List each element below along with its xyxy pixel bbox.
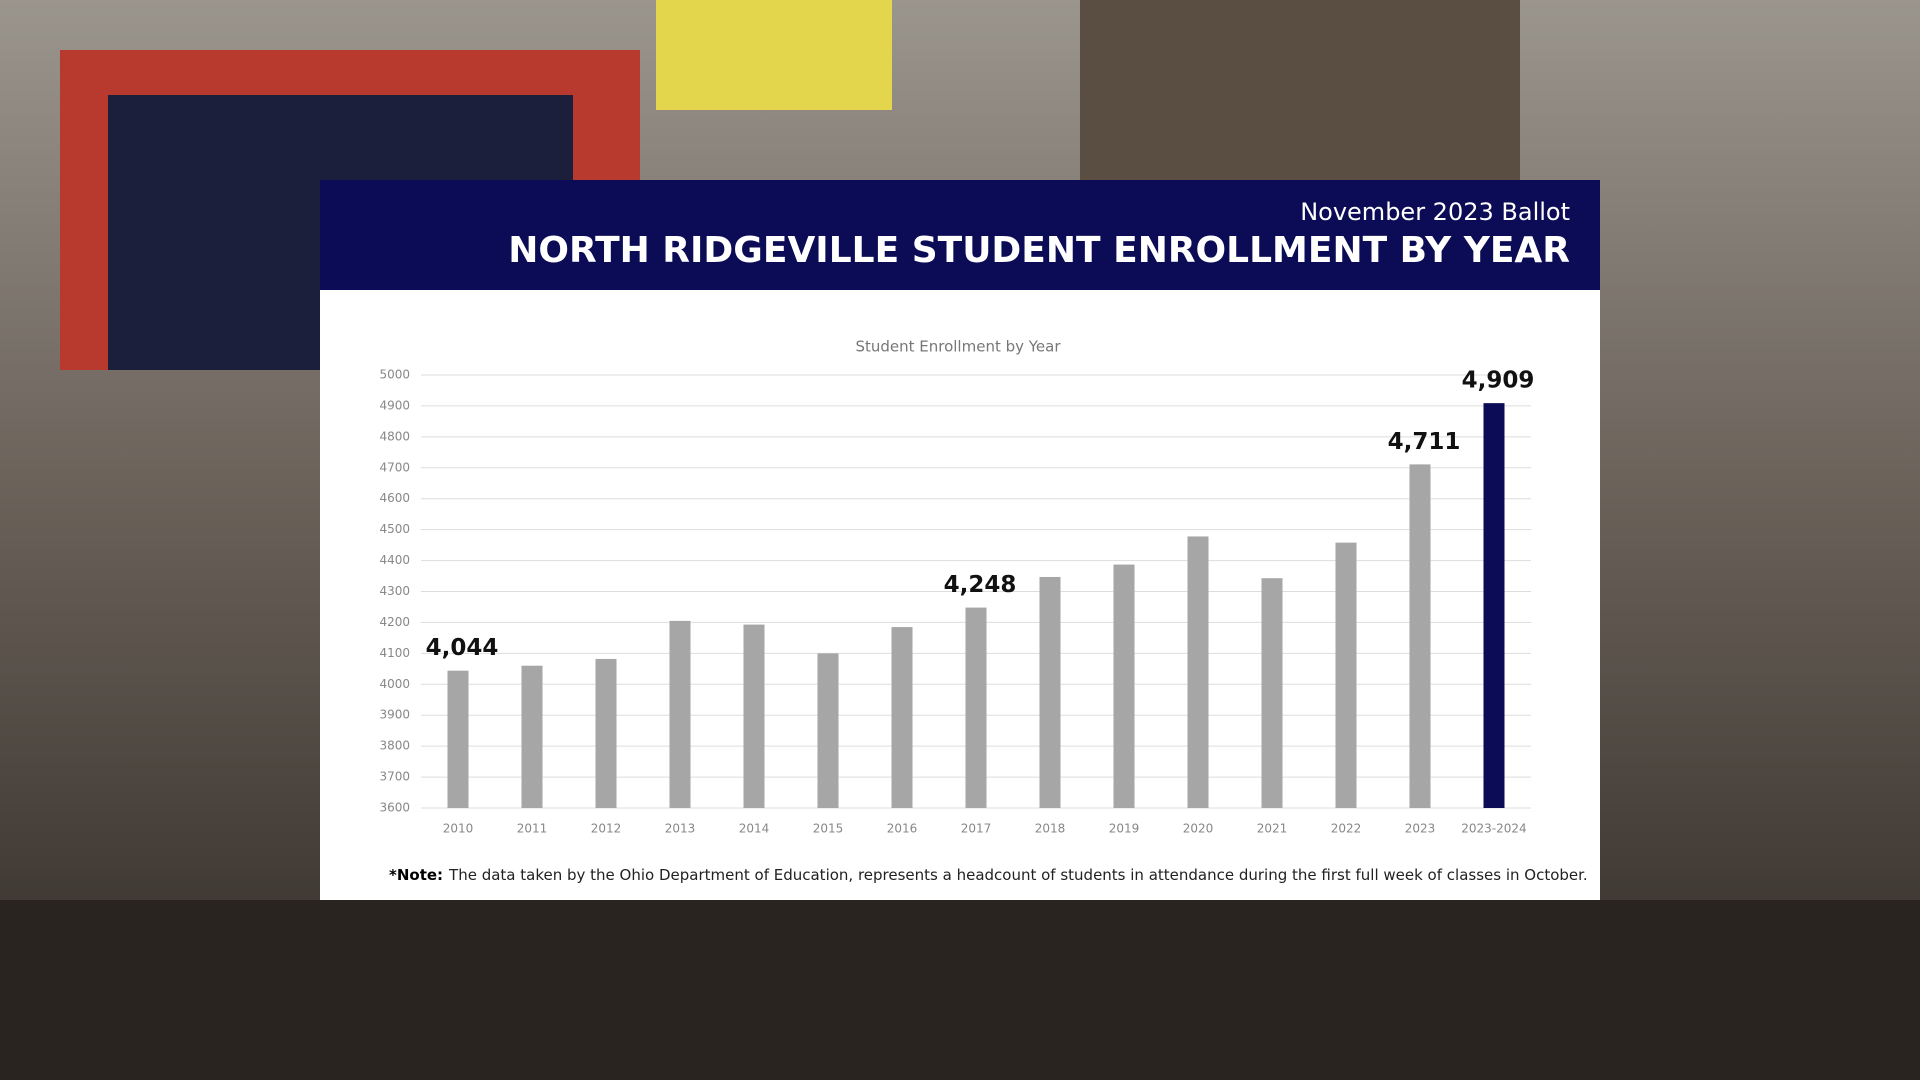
y-tick-label: 4600 [379, 491, 410, 505]
bar [1187, 536, 1209, 808]
x-tick-label: 2020 [1183, 822, 1214, 836]
bar [965, 607, 987, 808]
x-tick-label: 2016 [887, 822, 918, 836]
data-label: 4,044 [426, 635, 499, 661]
bar [817, 653, 839, 808]
y-tick-label: 4100 [379, 646, 410, 660]
note-label: *Note: [389, 866, 443, 884]
y-tick-label: 4900 [379, 398, 410, 412]
x-tick-label: 2013 [665, 822, 696, 836]
bar [1335, 542, 1357, 808]
y-tick-label: 3900 [379, 708, 410, 722]
bar [1261, 578, 1283, 808]
bar [1113, 564, 1135, 808]
x-tick-label: 2018 [1035, 822, 1066, 836]
data-label: 4,909 [1462, 368, 1535, 394]
y-tick-label: 4700 [379, 460, 410, 474]
header-band [320, 180, 1600, 290]
x-tick-label: 2022 [1331, 822, 1362, 836]
bar [891, 627, 913, 808]
x-tick-label: 2023 [1405, 822, 1436, 836]
bar [1039, 576, 1061, 808]
y-tick-label: 3600 [379, 801, 410, 815]
x-tick-label: 2015 [813, 822, 844, 836]
chart-title: Student Enrollment by Year [855, 338, 1061, 356]
y-tick-label: 4400 [379, 553, 410, 567]
background-tables [0, 900, 1920, 1080]
bar [447, 670, 469, 808]
note-text: The data taken by the Ohio Department of… [448, 866, 1588, 884]
x-tick-label: 2023-2024 [1461, 822, 1526, 836]
x-tick-label: 2010 [443, 822, 474, 836]
x-tick-label: 2019 [1109, 822, 1140, 836]
bar [595, 658, 617, 808]
data-label: 4,711 [1388, 429, 1461, 455]
y-tick-label: 3700 [379, 770, 410, 784]
header-title: NORTH RIDGEVILLE STUDENT ENROLLMENT BY Y… [508, 230, 1570, 271]
data-label: 4,248 [944, 572, 1017, 598]
x-tick-label: 2012 [591, 822, 622, 836]
y-tick-label: 5000 [379, 368, 410, 382]
bar [1483, 403, 1505, 808]
bar [669, 620, 691, 808]
y-tick-label: 4300 [379, 584, 410, 598]
x-tick-label: 2011 [517, 822, 548, 836]
background-tv [656, 0, 892, 110]
bar [521, 665, 543, 808]
plot: 3600 3700 3800 3900 4000 4100 4200 4300 4400 4500… [379, 368, 1534, 836]
header-subtitle: November 2023 Ballot [1300, 198, 1570, 226]
y-tick-label: 4500 [379, 522, 410, 536]
y-tick-label: 4200 [379, 615, 410, 629]
y-tick-label: 3800 [379, 739, 410, 753]
y-tick-label: 4000 [379, 677, 410, 691]
bar [1409, 464, 1431, 808]
bar [743, 624, 765, 808]
x-tick-label: 2014 [739, 822, 770, 836]
x-tick-label: 2021 [1257, 822, 1288, 836]
y-tick-label: 4800 [379, 429, 410, 443]
background-wall [1080, 0, 1520, 180]
note: *Note: The data taken by the Ohio Departm… [389, 866, 1588, 884]
x-tick-label: 2017 [961, 822, 992, 836]
